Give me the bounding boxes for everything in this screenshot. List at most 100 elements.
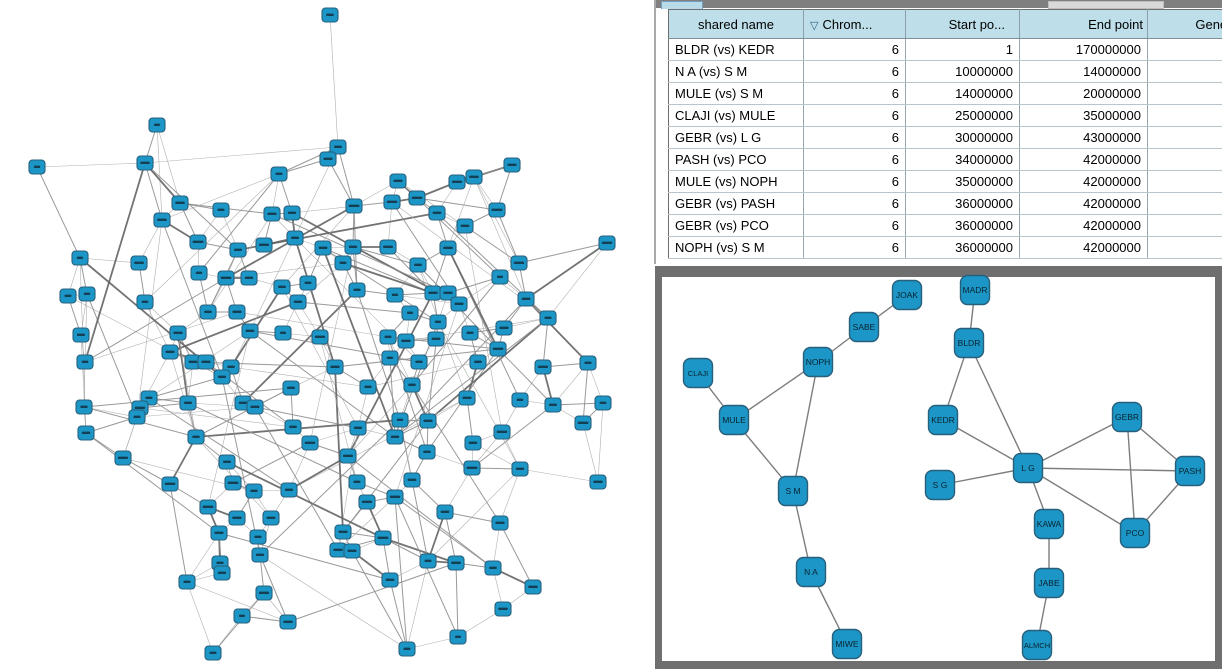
table-cell[interactable]: 25000000 (905, 104, 1020, 127)
subnetwork-node[interactable] (953, 327, 985, 359)
subnetwork-node[interactable] (718, 404, 750, 436)
table-cell[interactable]: BLDR (vs) KEDR (668, 38, 804, 61)
table-cell[interactable]: PASH (vs) PCO (668, 148, 804, 171)
table-cell[interactable]: 6.6 (1147, 60, 1222, 83)
graph-node-label (326, 13, 334, 16)
graph-node-label (383, 245, 393, 248)
table-row[interactable]: GEBR (vs) PCO636000000420000008.4 (668, 214, 1222, 237)
subnetwork-node[interactable] (1033, 508, 1065, 540)
subnetwork-node[interactable] (848, 311, 880, 343)
graph-edge (309, 246, 354, 444)
table-row[interactable]: BLDR (vs) KEDR61170000000192.0 (668, 38, 1222, 61)
table-cell[interactable]: 8.9 (1147, 192, 1222, 215)
table-cell[interactable]: MULE (vs) NOPH (668, 170, 804, 193)
table-cell[interactable]: GEBR (vs) PASH (668, 192, 804, 215)
filter-funnel-icon[interactable]: ▽ (810, 19, 819, 32)
table-cell[interactable]: CLAJI (vs) MULE (668, 104, 804, 127)
table-cell[interactable]: 6 (803, 192, 906, 215)
subnetwork-canvas[interactable]: JOAK MADR SABE BLDR NOPH CLAJI GEBR MULE KEDR L G… (655, 266, 1222, 669)
table-row[interactable]: PASH (vs) PCO6340000004200000011.4 (668, 148, 1222, 171)
table-cell[interactable]: 36000000 (905, 192, 1020, 215)
subnetwork-node[interactable] (1111, 401, 1143, 433)
table-row[interactable]: GEBR (vs) L G6300000004300000016.9 (668, 126, 1222, 149)
table-cell[interactable]: 36000000 (905, 236, 1020, 259)
table-cell[interactable]: 170000000 (1019, 38, 1148, 61)
table-cell[interactable]: 9.9 (1147, 236, 1222, 259)
table-cell[interactable]: 6 (803, 60, 906, 83)
subnetwork-node[interactable] (682, 357, 714, 389)
table-cell[interactable]: 6 (803, 104, 906, 127)
table-cell[interactable]: 42000000 (1019, 214, 1148, 237)
table-cell[interactable]: 6 (803, 38, 906, 61)
table-row[interactable]: GEBR (vs) PASH636000000420000008.9 (668, 192, 1222, 215)
subnetwork-node[interactable] (1174, 455, 1206, 487)
table-cell[interactable]: 35000000 (905, 170, 1020, 193)
table-cell[interactable]: 43000000 (1019, 126, 1148, 149)
table-cell[interactable]: 42000000 (1019, 236, 1148, 259)
subnetwork-node[interactable] (959, 274, 991, 306)
column-header-shared-name[interactable]: shared name (668, 9, 804, 39)
table-row[interactable]: MULE (vs) NOPH6350000004200000010.5 (668, 170, 1222, 193)
table-cell[interactable]: MULE (vs) S M (668, 82, 804, 105)
subnetwork-node[interactable] (1021, 629, 1053, 661)
table-cell[interactable]: 6 (803, 126, 906, 149)
graph-node-label (361, 500, 373, 503)
column-header-chromosome[interactable]: ▽ Chrom... (803, 9, 906, 39)
subnetwork-node[interactable] (795, 556, 827, 588)
table-cell[interactable]: N A (vs) S M (668, 60, 804, 83)
table-cell[interactable]: 6 (803, 214, 906, 237)
graph-edge (334, 366, 344, 533)
table-cell[interactable]: 16.9 (1147, 126, 1222, 149)
subnetwork-panel[interactable]: JOAK MADR SABE BLDR NOPH CLAJI GEBR MULE KEDR L G… (655, 266, 1222, 669)
table-cell[interactable]: 6 (803, 148, 906, 171)
table-cell[interactable]: 8.4 (1147, 214, 1222, 237)
table-cell[interactable]: GEBR (vs) PCO (668, 214, 804, 237)
subnetwork-node[interactable] (831, 628, 863, 660)
subnetwork-background[interactable] (662, 277, 1215, 661)
table-cell[interactable]: 36000000 (905, 214, 1020, 237)
graph-edge (84, 162, 146, 363)
subnetwork-node[interactable] (891, 279, 923, 311)
table-cell[interactable]: 34000000 (905, 148, 1020, 171)
column-header-start-position[interactable]: Start po... (905, 9, 1020, 39)
subnetwork-node[interactable] (924, 469, 956, 501)
table-tab[interactable] (661, 1, 703, 9)
table-cell[interactable]: 42000000 (1019, 148, 1148, 171)
subnetwork-node[interactable] (1033, 567, 1065, 599)
table-cell[interactable]: 30000000 (905, 126, 1020, 149)
subnetwork-node[interactable] (802, 346, 834, 378)
table-row[interactable]: NOPH (vs) S M636000000420000009.9 (668, 236, 1222, 259)
horizontal-scrollbar[interactable] (1048, 1, 1164, 9)
table-cell[interactable]: NOPH (vs) S M (668, 236, 804, 259)
table-cell[interactable]: 35000000 (1019, 104, 1148, 127)
table-cell[interactable]: 10000000 (905, 60, 1020, 83)
table-row[interactable]: N A (vs) S M610000000140000006.6 (668, 60, 1222, 83)
subnetwork-node[interactable] (777, 475, 809, 507)
table-cell[interactable]: 14000000 (1019, 60, 1148, 83)
column-header-end-point[interactable]: End point (1019, 9, 1148, 39)
table-row[interactable]: MULE (vs) S M614000000200000007.5 (668, 82, 1222, 105)
table-row[interactable]: CLAJI (vs) MULE625000000350000005.9 (668, 104, 1222, 127)
table-cell[interactable]: 5.9 (1147, 104, 1222, 127)
table-cell[interactable]: 6 (803, 82, 906, 105)
table-cell[interactable]: 6 (803, 236, 906, 259)
table-cell[interactable]: 11.4 (1147, 148, 1222, 171)
overview-network-panel[interactable] (0, 0, 653, 669)
graph-node-label (584, 361, 592, 364)
overview-network-canvas[interactable] (0, 0, 653, 669)
subnetwork-node[interactable] (1012, 452, 1044, 484)
subnetwork-node[interactable] (927, 404, 959, 436)
table-cell[interactable]: GEBR (vs) L G (668, 126, 804, 149)
table-cell[interactable]: 42000000 (1019, 170, 1148, 193)
table-cell[interactable]: 14000000 (905, 82, 1020, 105)
table-cell[interactable]: 1 (905, 38, 1020, 61)
table-cell[interactable]: 42000000 (1019, 192, 1148, 215)
table-cell[interactable]: 20000000 (1019, 82, 1148, 105)
table-cell[interactable]: 6 (803, 170, 906, 193)
table-cell[interactable]: 7.5 (1147, 82, 1222, 105)
column-header-genetic[interactable]: Genetic... (1147, 9, 1222, 39)
table-cell[interactable]: 192.0 (1147, 38, 1222, 61)
table-cell[interactable]: 10.5 (1147, 170, 1222, 193)
graph-node-label (81, 431, 91, 434)
subnetwork-node[interactable] (1119, 517, 1151, 549)
